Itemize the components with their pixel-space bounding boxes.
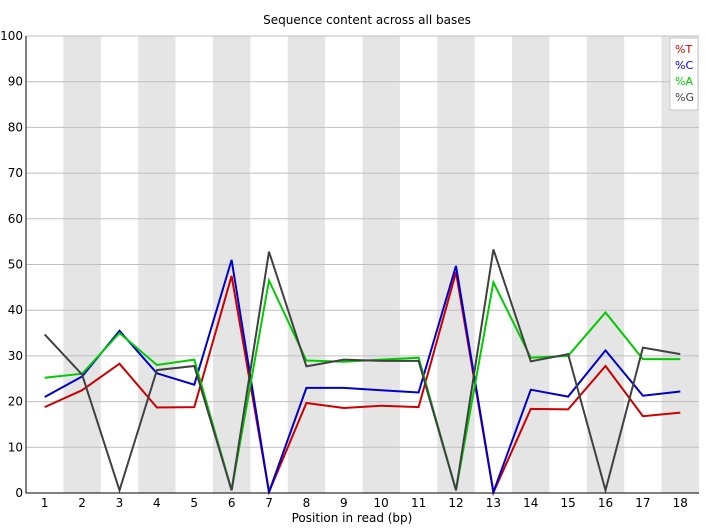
y-tick-label: 50 [8,258,23,272]
y-tick-labels: 0 10 20 30 40 50 60 70 80 90 100 [0,29,23,500]
x-axis-label: Position in read (bp) [292,511,413,525]
y-tick-label: 80 [8,120,23,134]
x-tick-label: 5 [190,496,198,510]
x-tick-label: 2 [78,496,86,510]
x-tick-label: 12 [448,496,463,510]
legend-entry: %C [675,59,693,72]
x-tick-label: 1 [41,496,49,510]
y-tick-label: 70 [8,166,23,180]
y-tick-label: 90 [8,75,23,89]
x-tick-label: 9 [340,496,348,510]
legend-box [669,37,699,111]
x-tick-label: 10 [374,496,389,510]
legend: %T %C %A %G [669,37,699,111]
y-gridlines [26,35,699,448]
series-lines [43,249,681,497]
x-tick-labels: 1 2 3 4 5 6 7 8 9 10 11 12 13 14 15 16 17 18 [41,496,688,510]
y-tick-label: 40 [8,303,23,317]
axes [25,36,699,494]
x-tick-label: 13 [486,496,501,510]
series-line-t [44,272,681,496]
x-tick-label: 15 [560,496,575,510]
x-tick-label: 18 [673,496,688,510]
chart-title: Sequence content across all bases [263,13,471,27]
x-tick-label: 8 [303,496,311,510]
x-tick-label: 17 [635,496,650,510]
x-tick-label: 14 [523,496,538,510]
y-tick-label: 20 [8,395,23,409]
y-tick-label: 10 [8,440,23,454]
x-tick-label: 3 [116,496,124,510]
x-tick-label: 11 [411,496,426,510]
y-tick-label: 30 [8,349,23,363]
x-tick-label: 6 [228,496,236,510]
x-tick-label: 16 [598,496,613,510]
y-tick-label: 60 [8,212,23,226]
legend-entry: %T [675,43,692,56]
x-tick-label: 4 [153,496,161,510]
series-line-c [44,259,681,497]
y-tick-label: 0 [15,486,23,500]
y-tick-label: 100 [0,29,23,43]
x-tick-label: 7 [265,496,273,510]
legend-entry: %A [675,75,693,88]
legend-entry: %G [675,91,694,104]
series-line-g [43,249,681,495]
